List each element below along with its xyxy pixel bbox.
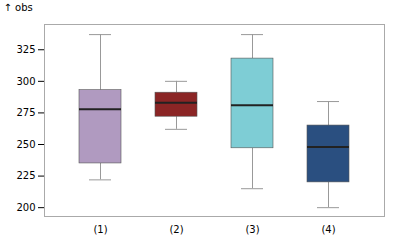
svg-text:325: 325 [16, 44, 35, 55]
svg-text:225: 225 [16, 170, 35, 181]
svg-text:275: 275 [16, 107, 35, 118]
svg-text:300: 300 [16, 76, 35, 87]
svg-text:250: 250 [16, 139, 35, 150]
svg-text:↑ obs: ↑ obs [4, 2, 33, 13]
svg-text:(4): (4) [321, 224, 335, 235]
svg-text:(2): (2) [169, 224, 183, 235]
svg-text:(1): (1) [93, 224, 107, 235]
svg-text:(3): (3) [245, 224, 259, 235]
svg-text:200: 200 [16, 202, 35, 213]
